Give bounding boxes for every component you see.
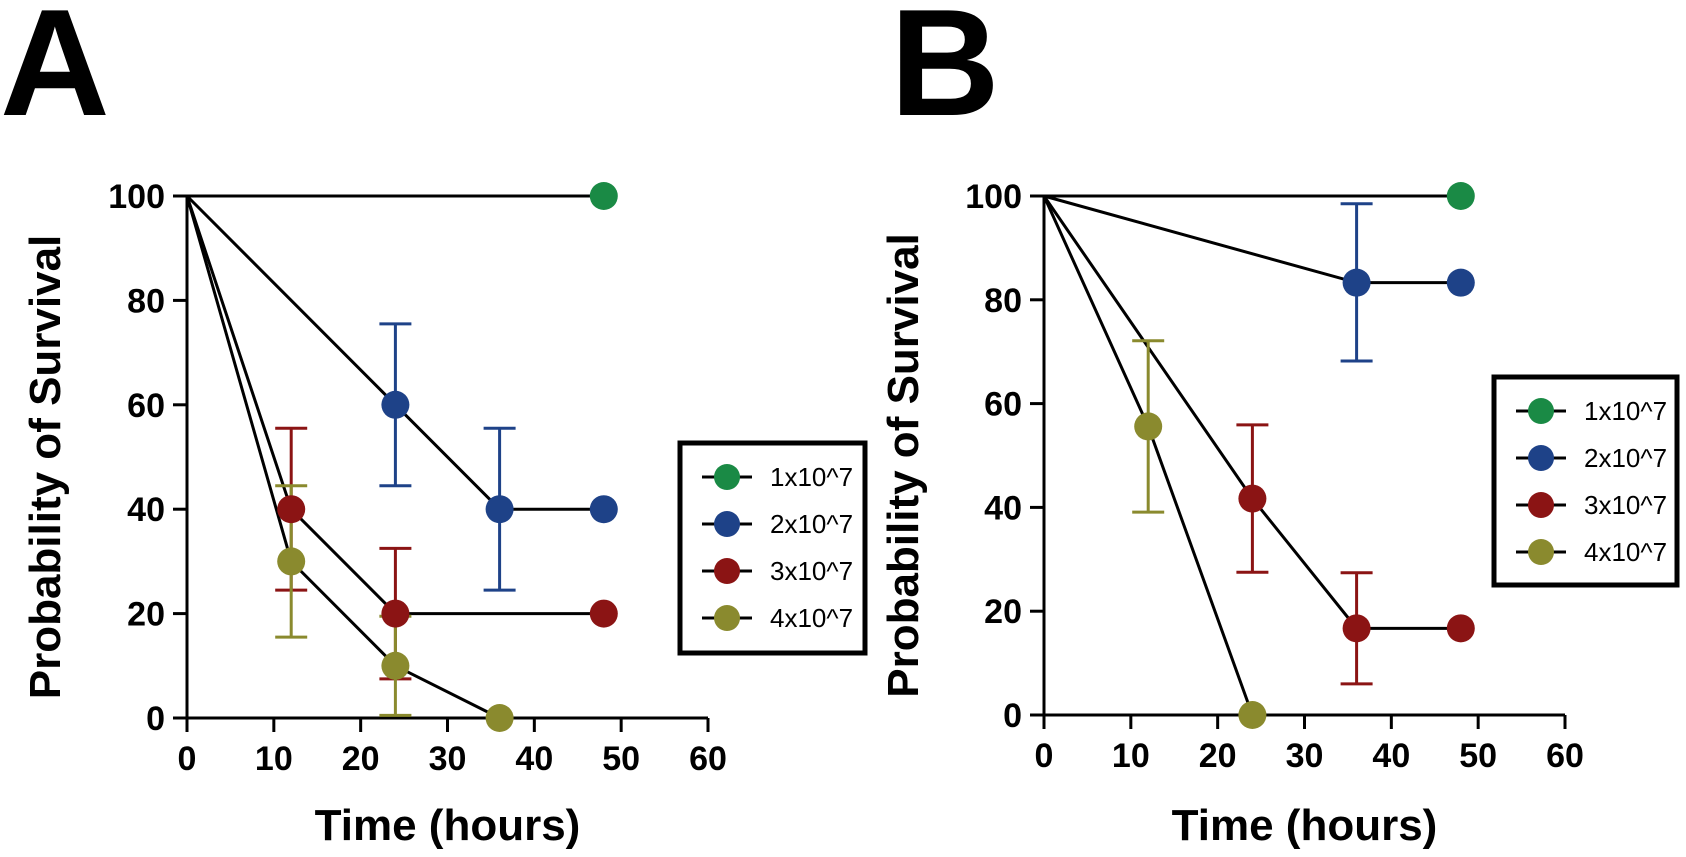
panel-a-data-point bbox=[277, 547, 306, 576]
panel-a-legend-marker bbox=[714, 511, 740, 537]
panel-b-x-tick-label: 20 bbox=[1199, 737, 1237, 775]
panel-b-legend-marker bbox=[1528, 539, 1554, 565]
panel-a-x-tick-label: 40 bbox=[515, 740, 553, 778]
panel-b-label: B bbox=[890, 0, 1000, 148]
panel-a-data-point bbox=[277, 495, 306, 524]
panel-b-data-point bbox=[1342, 268, 1371, 297]
panel-b-y-axis-title: Probability of Survival bbox=[879, 233, 928, 698]
panel-a-x-tick-label: 30 bbox=[429, 740, 467, 778]
panel-b-legend-label: 4x10^7 bbox=[1584, 537, 1667, 567]
panel-b-legend: 1x10^7 2x10^7 3x10^7 4x10^7 bbox=[1491, 374, 1680, 588]
panel-a-data-point bbox=[381, 390, 410, 419]
panel-b-data-point bbox=[1134, 412, 1163, 441]
panel-b-y-tick-label: 80 bbox=[984, 282, 1022, 320]
panel-b-data-point bbox=[1446, 614, 1475, 643]
panel-b-legend-label: 3x10^7 bbox=[1584, 490, 1667, 520]
panel-a-data-point bbox=[589, 599, 618, 628]
panel-b-legend-marker bbox=[1528, 492, 1554, 518]
panel-b-x-axis-title: Time (hours) bbox=[1172, 801, 1438, 850]
panel-a-x-tick-label: 0 bbox=[178, 740, 197, 778]
panel-a-series-line bbox=[185, 194, 604, 511]
panel-b-x-tick-label: 0 bbox=[1035, 737, 1054, 775]
panel-a-x-axis-title: Time (hours) bbox=[315, 801, 581, 850]
panel-b-data-point bbox=[1342, 614, 1371, 643]
panel-b-legend-label: 1x10^7 bbox=[1584, 396, 1667, 426]
panel-a-legend-label: 3x10^7 bbox=[770, 556, 853, 586]
panel-a-y-tick-label: 20 bbox=[127, 596, 165, 634]
panel-a-legend-label: 2x10^7 bbox=[770, 509, 853, 539]
panel-a-y-axis-title: Probability of Survival bbox=[21, 235, 70, 700]
panel-a-legend: 1x10^7 2x10^7 3x10^7 4x10^7 bbox=[677, 440, 868, 656]
panel-b-series-line bbox=[1043, 194, 1461, 285]
panel-b-y-tick-label: 0 bbox=[1003, 697, 1022, 735]
panel-a-data-point bbox=[589, 182, 618, 210]
panel-a-legend-label: 1x10^7 bbox=[770, 462, 853, 492]
panel-b-y-tick-label: 40 bbox=[984, 489, 1022, 527]
panel-a-legend-label: 4x10^7 bbox=[770, 603, 853, 633]
panel-a-y-tick-label: 40 bbox=[127, 491, 165, 529]
panel-b-y-tick-label: 20 bbox=[984, 593, 1022, 631]
panel-a-data-point bbox=[485, 704, 514, 732]
panel-a-data-point bbox=[589, 495, 618, 524]
panel-b-x-tick-label: 10 bbox=[1112, 737, 1150, 775]
panel-b-data-point bbox=[1446, 268, 1475, 297]
panel-b-x-tick-label: 30 bbox=[1286, 737, 1324, 775]
panel-a-legend-marker bbox=[714, 464, 740, 490]
panel-a-legend-marker bbox=[714, 605, 740, 631]
panel-b-x-tick-label: 50 bbox=[1459, 737, 1497, 775]
panel-b: B 0 20 40 60 80 100 0 10 20 30 40 50 60 Time (hours) P… bbox=[879, 0, 1680, 850]
panel-a-y-tick-label: 100 bbox=[108, 178, 165, 216]
panel-a-y-tick-label: 60 bbox=[127, 387, 165, 425]
panel-b-data-point bbox=[1238, 484, 1267, 513]
panel-b-x-tick-label: 60 bbox=[1546, 737, 1584, 775]
panel-a-x-tick-label: 10 bbox=[255, 740, 293, 778]
panel-a: A 0 20 40 60 80 100 0 10 20 30 40 50 60 Time (hours) P… bbox=[0, 0, 868, 850]
panel-a-x-tick-label: 50 bbox=[602, 740, 640, 778]
panel-a-series-line bbox=[185, 195, 604, 616]
panel-b-legend-marker bbox=[1528, 398, 1554, 424]
panel-b-data-point bbox=[1238, 701, 1267, 729]
panel-b-legend-label: 2x10^7 bbox=[1584, 443, 1667, 473]
panel-a-y-tick-label: 80 bbox=[127, 282, 165, 320]
panel-a-y-tick-label: 0 bbox=[146, 700, 165, 738]
panel-a-x-tick-label: 20 bbox=[342, 740, 380, 778]
panel-b-legend-marker bbox=[1528, 445, 1554, 471]
panel-b-y-tick-label: 60 bbox=[984, 386, 1022, 424]
panel-a-data-point bbox=[381, 651, 410, 680]
panel-b-y-tick-label: 100 bbox=[965, 178, 1022, 216]
panel-b-data-point bbox=[1446, 182, 1475, 210]
panel-b-x-tick-label: 40 bbox=[1372, 737, 1410, 775]
panel-a-legend-marker bbox=[714, 558, 740, 584]
panel-a-series-line bbox=[185, 195, 501, 720]
panel-a-data-point bbox=[381, 599, 410, 628]
panel-a-x-tick-label: 60 bbox=[689, 740, 727, 778]
panel-a-data-point bbox=[485, 495, 514, 524]
panel-a-label: A bbox=[0, 0, 110, 148]
